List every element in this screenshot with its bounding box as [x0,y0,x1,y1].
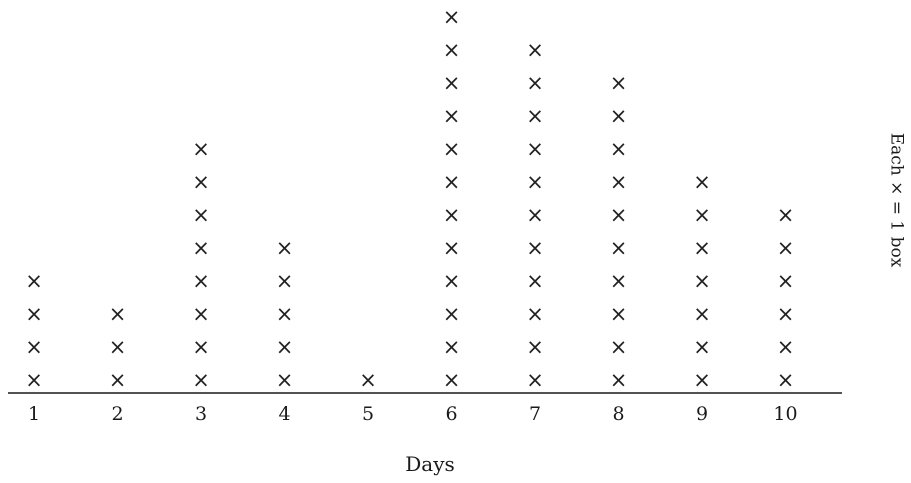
mark-day-3-1: × [192,368,210,392]
mark-day-9-7: × [693,170,711,194]
mark-day-7-9: × [526,104,544,128]
mark-day-8-4: × [610,269,628,293]
mark-day-6-8: × [443,137,461,161]
mark-day-1-1: × [25,368,43,392]
mark-day-9-3: × [693,302,711,326]
mark-day-9-2: × [693,335,711,359]
mark-day-8-3: × [610,302,628,326]
mark-day-10-1: × [777,368,795,392]
mark-day-9-5: × [693,236,711,260]
mark-day-10-2: × [777,335,795,359]
x-tick-label-10: 10 [773,403,797,425]
mark-day-7-8: × [526,137,544,161]
mark-day-4-5: × [276,236,294,260]
x-tick-label-1: 1 [28,403,40,425]
mark-day-3-8: × [192,137,210,161]
mark-day-6-9: × [443,104,461,128]
mark-day-8-6: × [610,203,628,227]
mark-day-6-6: × [443,203,461,227]
x-tick-label-5: 5 [362,403,374,425]
mark-day-3-3: × [192,302,210,326]
mark-day-5-1: × [359,368,377,392]
x-tick-label-2: 2 [111,403,123,425]
mark-day-3-5: × [192,236,210,260]
mark-day-6-7: × [443,170,461,194]
mark-day-1-2: × [25,335,43,359]
mark-day-1-3: × [25,302,43,326]
mark-day-8-10: × [610,71,628,95]
x-tick-label-8: 8 [612,403,624,425]
mark-day-9-4: × [693,269,711,293]
mark-day-3-7: × [192,170,210,194]
mark-day-7-2: × [526,335,544,359]
mark-day-8-8: × [610,137,628,161]
data-marks: × × × × × × × × × × × × × × × × × × × × × × × × × × × × × × × × × × × × × × × ×… [25,5,794,392]
mark-day-10-5: × [777,236,795,260]
mark-day-10-4: × [777,269,795,293]
x-tick-label-4: 4 [278,403,290,425]
mark-day-10-3: × [777,302,795,326]
mark-day-9-1: × [693,368,711,392]
mark-day-3-6: × [192,203,210,227]
mark-day-8-5: × [610,236,628,260]
mark-day-4-3: × [276,302,294,326]
x-tick-labels: 1 2 3 4 5 6 7 8 9 10 [28,403,798,425]
x-tick-label-3: 3 [195,403,207,425]
mark-day-6-5: × [443,236,461,260]
x-tick-label-9: 9 [696,403,708,425]
mark-day-10-6: × [777,203,795,227]
mark-day-6-2: × [443,335,461,359]
mark-day-4-2: × [276,335,294,359]
x-tick-label-7: 7 [529,403,541,425]
mark-day-8-2: × [610,335,628,359]
mark-day-9-6: × [693,203,711,227]
mark-day-4-4: × [276,269,294,293]
mark-day-7-5: × [526,236,544,260]
mark-day-2-1: × [109,368,127,392]
mark-day-7-10: × [526,71,544,95]
mark-day-4-1: × [276,368,294,392]
mark-day-3-2: × [192,335,210,359]
mark-day-7-4: × [526,269,544,293]
mark-day-6-10: × [443,71,461,95]
mark-day-6-11: × [443,38,461,62]
mark-day-8-7: × [610,170,628,194]
mark-day-6-1: × [443,368,461,392]
mark-day-7-6: × [526,203,544,227]
legend-key: Each × = 1 box [887,133,907,268]
mark-day-8-1: × [610,368,628,392]
mark-day-6-3: × [443,302,461,326]
mark-day-6-12: × [443,5,461,29]
mark-day-8-9: × [610,104,628,128]
mark-day-1-4: × [25,269,43,293]
mark-day-7-1: × [526,368,544,392]
mark-day-7-11: × [526,38,544,62]
mark-day-2-3: × [109,302,127,326]
mark-day-7-7: × [526,170,544,194]
x-tick-label-6: 6 [445,403,457,425]
mark-day-2-2: × [109,335,127,359]
mark-day-3-4: × [192,269,210,293]
x-axis-title: Days [405,452,455,476]
mark-day-6-4: × [443,269,461,293]
mark-day-7-3: × [526,302,544,326]
